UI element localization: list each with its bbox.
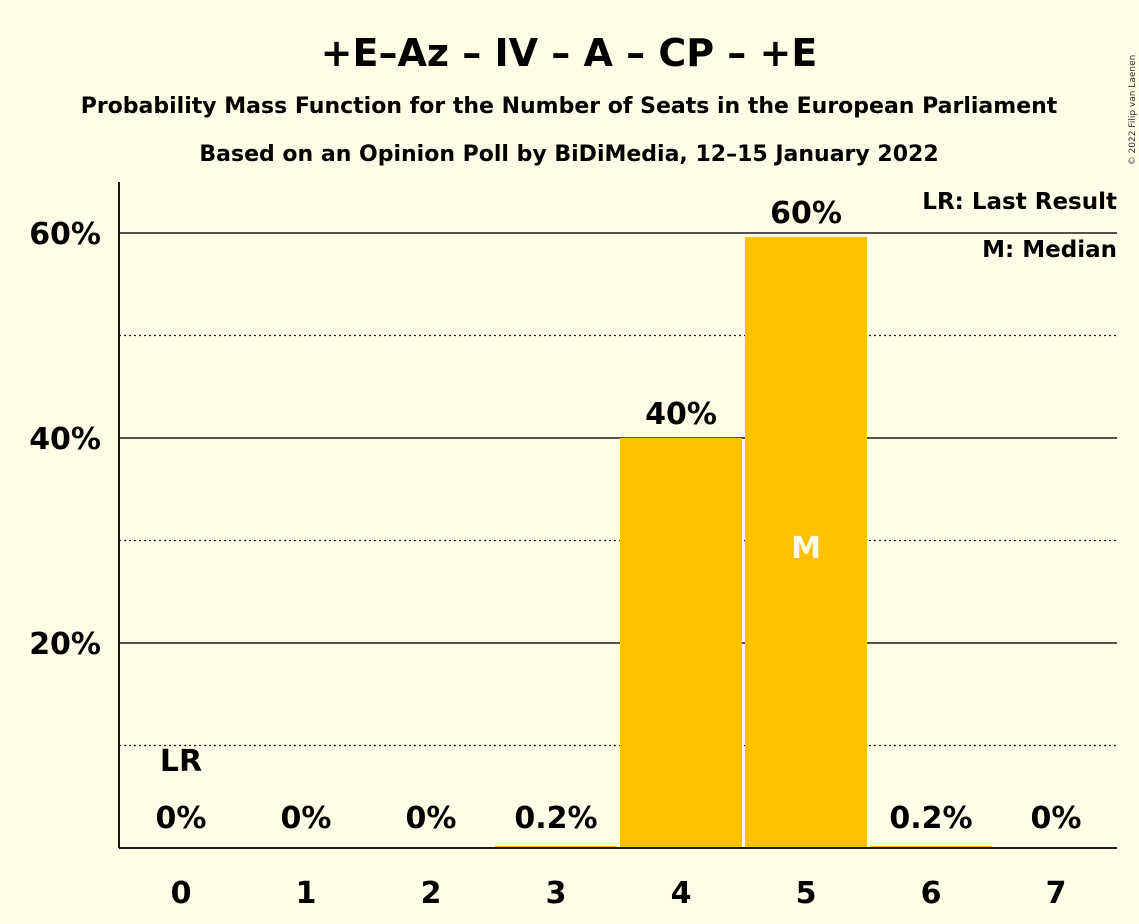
last-result-marker: LR — [160, 744, 202, 779]
axes — [118, 182, 1117, 849]
y-tick-label: 60% — [29, 217, 101, 252]
chart-subtitle-2: Based on an Opinion Poll by BiDiMedia, 1… — [199, 142, 938, 167]
legend-median: M: Median — [982, 237, 1117, 263]
data-label: 40% — [645, 397, 717, 432]
median-marker: M — [791, 531, 821, 566]
chart-title: +E–Az – IV – A – CP – +E — [321, 31, 818, 75]
bar-6 — [870, 845, 992, 848]
gridlines — [119, 232, 1117, 747]
chart-subtitle-1: Probability Mass Function for the Number… — [81, 94, 1058, 119]
y-tick-label: 40% — [29, 422, 101, 457]
x-tick-label: 7 — [1046, 876, 1067, 911]
legend-last-result: LR: Last Result — [922, 189, 1117, 215]
data-label: 0% — [1031, 801, 1082, 836]
y-tick-label: 20% — [29, 627, 101, 662]
data-label: 0.2% — [514, 801, 597, 836]
bar-5 — [745, 237, 867, 849]
copyright-text: © 2022 Filip van Laenen — [1128, 55, 1138, 166]
data-label: 0% — [281, 801, 332, 836]
data-label: 0.2% — [889, 801, 972, 836]
x-tick-label: 1 — [296, 876, 317, 911]
x-tick-label: 6 — [921, 876, 942, 911]
bar-4 — [620, 438, 742, 848]
x-tick-label: 4 — [671, 876, 692, 911]
bar-3 — [495, 845, 617, 848]
x-tick-label: 2 — [421, 876, 442, 911]
x-tick-label: 0 — [171, 876, 192, 911]
x-tick-label: 3 — [546, 876, 567, 911]
data-label: 0% — [406, 801, 457, 836]
labels: 20% 40% 60% 0 1 2 3 4 5 6 7 0% 0% 0% 0.2% 40% 60% 0.2% 0% L… — [29, 196, 1081, 911]
bars — [495, 237, 992, 849]
x-tick-label: 5 — [796, 876, 817, 911]
data-label: 60% — [770, 196, 842, 231]
data-label: 0% — [156, 801, 207, 836]
